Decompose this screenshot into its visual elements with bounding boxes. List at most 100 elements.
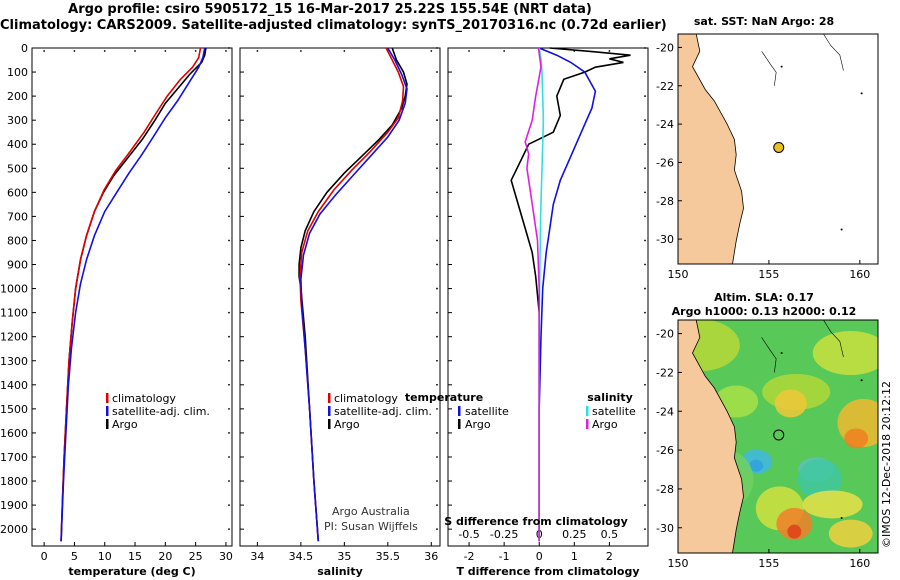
depth-dot <box>228 239 230 242</box>
depth-dot <box>644 311 646 314</box>
legend-swatch <box>106 406 109 416</box>
sla-map-panel: -20 -22 -24 -26 -28 -30 150 155 160 <box>656 319 879 570</box>
depth-dot <box>644 480 646 482</box>
depth-tick-label: 1200 <box>0 331 28 344</box>
depth-tick-label: 1900 <box>0 499 28 512</box>
x-tick-label: 0 <box>41 550 48 563</box>
depth-dot <box>436 359 438 362</box>
depth-tick-label: 300 <box>7 114 28 127</box>
x-axis-label: temperature (deg C) <box>68 565 195 578</box>
depth-dot <box>228 287 230 290</box>
x-top-dot <box>134 50 136 52</box>
depth-dot <box>228 95 230 98</box>
sla-blob <box>828 519 873 548</box>
sla-blob <box>787 524 802 539</box>
depth-dot <box>228 191 230 194</box>
depth-dot <box>228 528 230 531</box>
depth-dot <box>436 528 438 531</box>
depth-dot <box>644 167 646 170</box>
lon-tick-label: 160 <box>849 557 870 570</box>
figure-title-line2: Climatology: CARS2009. Satellite-adjuste… <box>0 18 667 33</box>
depth-dot <box>228 504 230 507</box>
salinity-panel: 34 34.5 35 35.5 36 salinity climatologysatelli… <box>239 47 441 578</box>
credit-line2: PI: Susan Wijffels <box>324 520 418 533</box>
depth-dot <box>228 143 230 146</box>
x-tick-label: 36 <box>424 550 438 563</box>
map-frame <box>677 319 879 554</box>
depth-tick-label: 0 <box>21 42 28 55</box>
depth-tick-label: 1400 <box>0 379 28 392</box>
difference-panel: -2 -1 0 1 2-0.5 -0.25 0 0.25 0.5T difference fro… <box>447 47 649 578</box>
x-axis-label: T difference from climatology <box>456 565 639 578</box>
depth-dot <box>436 383 438 386</box>
plot-frame <box>447 47 649 547</box>
x-top-tick-label: 0.25 <box>562 528 587 541</box>
legend-swatch <box>328 393 331 403</box>
x-top-dot <box>256 50 259 52</box>
depth-dot <box>228 215 230 218</box>
depth-dot <box>644 432 646 434</box>
depth-dot <box>436 456 438 458</box>
argo-position-marker <box>773 429 785 441</box>
sla-blob <box>812 331 878 376</box>
map-body <box>678 320 878 553</box>
depth-dot <box>228 311 230 314</box>
depth-tick-label: 1500 <box>0 403 28 416</box>
depth-dot <box>644 143 646 146</box>
depth-dot <box>644 263 646 266</box>
depth-dot <box>228 407 230 410</box>
lon-tick-label: 155 <box>758 268 779 281</box>
argo-position-marker <box>773 141 785 153</box>
x-tick-label: 35.5 <box>376 550 401 563</box>
x-tick-label: 34 <box>250 550 264 563</box>
depth-dot <box>228 456 230 458</box>
imos-stamp: ©IMOS 12-Dec-2018 20:12:12 <box>880 381 893 548</box>
legend-swatch <box>586 419 589 429</box>
diff-legend-sal-heading: salinity <box>587 391 633 404</box>
depth-dot <box>228 480 230 482</box>
map2-title-line2: Argo h1000: 0.13 h2000: 0.12 <box>672 305 857 318</box>
diff-legend-temp-heading: temperature <box>405 391 483 404</box>
x-tick-label: 5 <box>71 550 78 563</box>
x-tick-label: 20 <box>158 550 172 563</box>
depth-tick-label: 500 <box>7 162 28 175</box>
lat-tick-label: -30 <box>656 233 674 246</box>
depth-tick-label: 1700 <box>0 451 28 464</box>
sla-blob <box>776 507 813 540</box>
depth-dot <box>644 528 646 531</box>
depth-tick-label: 700 <box>7 210 28 223</box>
depth-dot <box>436 71 438 73</box>
legend-label: satellite-adj. clim. <box>112 405 210 418</box>
depth-dot <box>644 239 646 242</box>
depth-tick-label: 200 <box>7 90 28 103</box>
land-polygon <box>678 34 744 264</box>
lat-tick-label: -26 <box>656 156 674 169</box>
reef-outline <box>823 34 844 71</box>
legend-label: Argo <box>592 418 618 431</box>
depth-tick-label: 100 <box>7 66 28 79</box>
island-dot <box>860 92 863 95</box>
depth-dot <box>228 359 230 362</box>
x-tick-label: 34.5 <box>289 550 314 563</box>
depth-dot <box>228 47 230 49</box>
depth-dot <box>228 335 230 338</box>
depth-tick-label: 600 <box>7 186 28 199</box>
x-top-dot <box>503 50 506 52</box>
depth-dot <box>436 95 438 98</box>
lat-tick-label: -24 <box>656 405 674 418</box>
x-tick-label: 35 <box>337 550 351 563</box>
depth-dot <box>644 504 646 507</box>
x-top-tick-label: 0.5 <box>601 528 619 541</box>
legend-swatch <box>106 419 109 429</box>
depth-dot <box>644 191 646 194</box>
island-dot <box>840 228 843 231</box>
depth-tick-label: 1100 <box>0 307 28 320</box>
lat-tick-label: -20 <box>656 328 674 341</box>
legend-swatch <box>328 406 331 416</box>
depth-dot <box>228 432 230 434</box>
depth-dot <box>436 143 438 146</box>
depth-tick-label: 900 <box>7 259 28 272</box>
x-tick-label: 25 <box>189 550 203 563</box>
depth-dot <box>436 263 438 266</box>
depth-dot <box>644 359 646 362</box>
